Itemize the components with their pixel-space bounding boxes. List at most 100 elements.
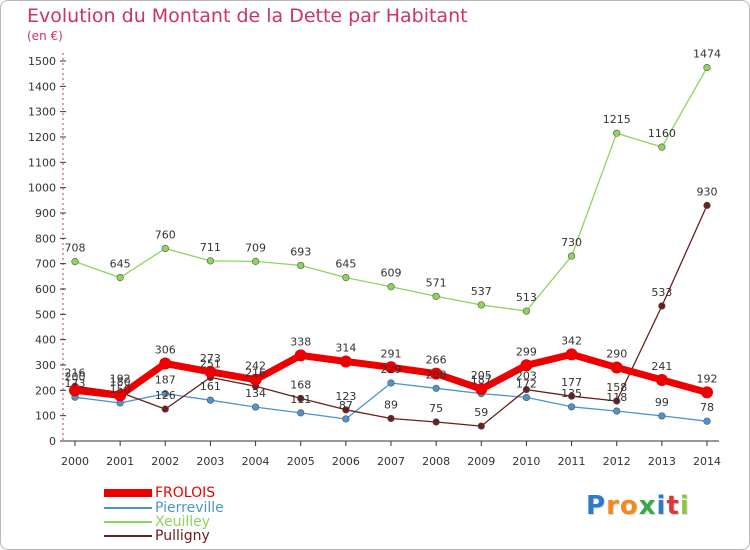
data-point: [204, 365, 217, 378]
legend-label: Xeuilley: [155, 514, 211, 530]
y-tick-label: 0: [49, 435, 56, 448]
data-label: 187: [471, 374, 492, 387]
data-label: 242: [245, 360, 266, 373]
chart-title: Evolution du Montant de la Dette par Hab…: [27, 5, 468, 27]
logo-letter: r: [606, 491, 620, 521]
data-point: [432, 384, 440, 392]
data-point: [339, 355, 352, 368]
data-point: [342, 406, 350, 414]
data-point: [161, 390, 169, 398]
data-label: 709: [245, 241, 266, 254]
data-point: [567, 392, 576, 400]
legend-label: Pierreville: [155, 500, 224, 516]
y-tick-label: 1000: [28, 182, 56, 195]
y-tick-label: 900: [35, 207, 56, 220]
data-label: 205: [471, 369, 492, 382]
data-label: 203: [516, 370, 537, 383]
data-point: [342, 415, 350, 423]
x-tick-label: 2004: [242, 455, 270, 468]
y-tick-label: 500: [35, 308, 56, 321]
x-tick-label: 2009: [467, 455, 495, 468]
data-point: [658, 302, 666, 310]
data-label: 111: [290, 393, 311, 406]
logo-letter: x: [638, 491, 657, 521]
data-label: 168: [290, 378, 311, 391]
data-label: 187: [155, 374, 176, 387]
data-label: 513: [516, 291, 537, 304]
data-label: 200: [65, 370, 86, 383]
data-label: 241: [651, 360, 672, 373]
data-point: [387, 283, 395, 291]
data-label: 158: [606, 381, 627, 394]
data-point: [658, 143, 666, 151]
data-label: 180: [110, 375, 131, 388]
data-point: [567, 403, 576, 411]
logo-letter: t: [666, 491, 680, 521]
y-tick-label: 100: [35, 410, 56, 423]
data-label: 1160: [648, 127, 676, 140]
data-point: [522, 393, 531, 402]
data-label: 760: [155, 228, 176, 241]
data-point: [655, 373, 668, 386]
data-label: 135: [561, 387, 582, 400]
x-tick-label: 2010: [512, 455, 540, 468]
data-label: 216: [245, 366, 266, 379]
data-label: 342: [561, 334, 582, 347]
data-point: [658, 412, 666, 420]
x-tick-label: 2013: [648, 455, 676, 468]
y-tick-label: 1300: [28, 106, 56, 119]
data-label: 693: [290, 245, 311, 258]
data-label: 208: [426, 368, 447, 381]
x-tick-label: 2014: [693, 455, 721, 468]
data-label: 161: [200, 380, 221, 393]
data-point: [251, 257, 260, 265]
data-label: 89: [384, 398, 398, 411]
logo-letter: P: [586, 491, 607, 521]
legend-label: FROLOIS: [155, 485, 216, 501]
data-point: [477, 301, 485, 309]
x-tick-label: 2006: [332, 455, 360, 468]
data-point: [613, 407, 621, 415]
logo-letter: i: [656, 491, 667, 521]
y-tick-label: 300: [35, 359, 56, 372]
x-tick-label: 2001: [106, 455, 134, 468]
y-tick-label: 1100: [28, 156, 56, 169]
data-point: [161, 405, 169, 413]
data-point: [567, 252, 576, 260]
data-point: [613, 129, 621, 137]
x-tick-label: 2005: [287, 455, 315, 468]
legend-swatch: [104, 489, 152, 497]
y-tick-label: 200: [35, 384, 56, 397]
x-tick-label: 2012: [603, 455, 631, 468]
data-point: [475, 383, 488, 396]
data-label: 150: [110, 383, 131, 396]
data-label: 306: [155, 343, 176, 356]
data-label: 645: [110, 258, 131, 271]
data-point: [703, 417, 711, 425]
data-point: [206, 396, 215, 404]
data-label: 930: [697, 185, 718, 198]
x-tick-label: 2003: [196, 455, 224, 468]
data-point: [251, 403, 260, 411]
proxiti-logo: Proxiti: [586, 491, 690, 521]
data-point: [71, 258, 79, 266]
data-label: 711: [200, 241, 221, 254]
data-point: [387, 379, 395, 387]
data-label: 192: [110, 372, 131, 385]
y-tick-label: 600: [35, 283, 56, 296]
y-tick-label: 700: [35, 258, 56, 271]
chart-subtitle: (en €): [27, 29, 63, 43]
data-point: [159, 357, 172, 370]
legend-swatch: [104, 535, 152, 537]
x-tick-label: 2002: [151, 455, 179, 468]
data-label: 537: [471, 285, 492, 298]
data-point: [69, 384, 81, 397]
data-label: 290: [606, 348, 627, 361]
y-tick-label: 1200: [28, 131, 56, 144]
data-label: 314: [335, 341, 356, 354]
logo-letter: o: [619, 491, 639, 521]
data-label: 192: [697, 372, 718, 385]
data-point: [703, 63, 711, 72]
data-label: 291: [381, 347, 402, 360]
data-label: 251: [200, 357, 221, 370]
